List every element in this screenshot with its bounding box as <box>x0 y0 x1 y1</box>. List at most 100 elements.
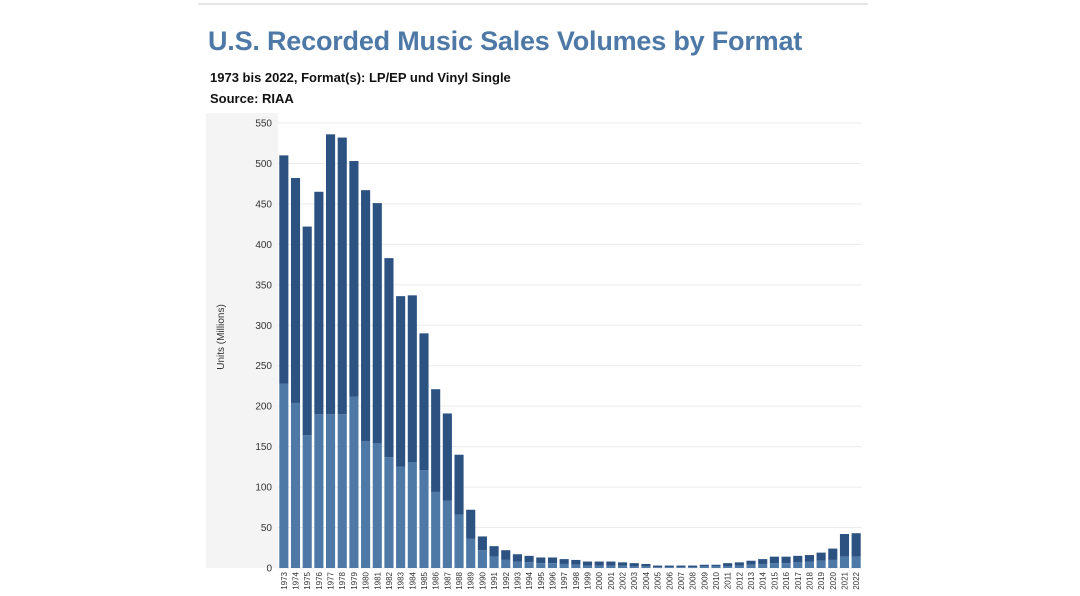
bar-segment <box>851 533 861 557</box>
bar-segment <box>711 564 721 567</box>
bar-segment <box>372 443 382 568</box>
bar-segment <box>384 457 394 568</box>
bar-segment <box>571 559 581 565</box>
x-tick-label: 2012 <box>735 571 744 589</box>
x-tick-label: 1985 <box>420 571 429 589</box>
x-tick-label: 1975 <box>303 571 312 589</box>
x-tick-label: 1999 <box>584 571 593 589</box>
bar-segment <box>512 561 522 568</box>
y-axis: 0 50 100 150 200 250 300 350 400 450 500 550 <box>255 119 272 575</box>
top-divider <box>198 3 868 5</box>
bar-segment <box>594 561 604 566</box>
bar-segment <box>442 413 452 501</box>
bar-segment <box>489 546 499 557</box>
bar-segment <box>290 178 301 403</box>
x-tick-label: 2018 <box>805 571 814 589</box>
y-tick-label: 550 <box>255 119 272 130</box>
bar-segment <box>279 383 289 568</box>
bar-segment <box>734 562 744 566</box>
x-tick-label: 1973 <box>280 571 289 589</box>
bar-segment <box>524 562 534 568</box>
bar-segment <box>466 538 476 568</box>
bar-segment <box>641 566 651 568</box>
x-tick-label: 1989 <box>467 571 476 589</box>
bar-segment <box>676 565 686 568</box>
y-tick-label: 0 <box>266 564 272 575</box>
y-tick-label: 400 <box>255 240 272 251</box>
bar-segment <box>302 226 312 436</box>
bar-segment <box>618 562 628 566</box>
bar-segment <box>314 414 324 568</box>
x-tick-label: 2022 <box>852 571 861 589</box>
x-tick-label: 1981 <box>373 571 382 589</box>
y-tick-label: 100 <box>255 483 272 494</box>
bar-segment <box>676 567 686 568</box>
x-tick-label: 2011 <box>724 571 733 589</box>
bar-segment <box>618 565 628 568</box>
chart-subtitle: 1973 bis 2022, Format(s): LP/EP und Viny… <box>210 70 511 85</box>
bar-segment <box>372 203 382 444</box>
x-tick-label: 2004 <box>642 571 651 589</box>
x-tick-label: 1980 <box>362 571 371 589</box>
bar-segment <box>699 564 709 567</box>
bar-segment <box>793 562 803 568</box>
y-axis-label: Units (Millions) <box>216 304 227 370</box>
bar-segment <box>290 402 301 568</box>
bar-segment <box>582 561 593 566</box>
bar-segment <box>688 565 698 568</box>
x-tick-label: 1982 <box>385 571 394 589</box>
plot-background-band <box>206 113 278 568</box>
x-axis: 1973 1974 1975 1976 1977 1978 1979 1980 1981 1982… <box>280 571 861 589</box>
bar-segment <box>793 555 803 563</box>
bar-segment <box>454 454 464 515</box>
bar-segment <box>606 565 616 568</box>
bar-segment <box>851 556 861 568</box>
bars <box>279 134 861 568</box>
bar-segment <box>396 296 406 467</box>
x-tick-label: 1995 <box>537 571 546 589</box>
bar-segment <box>769 556 779 564</box>
y-tick-label: 300 <box>255 321 272 332</box>
bar-segment <box>477 536 487 551</box>
bar-segment <box>279 155 289 384</box>
bar-segment <box>629 566 639 568</box>
x-tick-label: 2005 <box>654 571 663 589</box>
x-tick-label: 1994 <box>525 571 534 589</box>
bar-segment <box>349 161 359 397</box>
bar-segment <box>571 564 581 568</box>
bar-segment <box>361 190 371 441</box>
x-tick-label: 2013 <box>747 571 756 589</box>
x-tick-label: 1998 <box>572 571 581 589</box>
x-tick-label: 1988 <box>455 571 464 589</box>
bar-segment <box>641 563 651 567</box>
bar-segment <box>769 563 779 568</box>
bar-segment <box>758 563 768 568</box>
x-tick-label: 1978 <box>338 571 347 589</box>
bar-segment <box>477 550 487 568</box>
x-tick-label: 1977 <box>327 571 336 589</box>
bar-segment <box>489 556 499 568</box>
bar-segment <box>758 559 768 564</box>
bar-segment <box>606 561 616 566</box>
x-tick-label: 2003 <box>630 571 639 589</box>
bar-segment <box>828 548 838 560</box>
bar-segment <box>816 560 826 568</box>
bar-segment <box>723 566 733 568</box>
x-tick-label: 2017 <box>794 571 803 589</box>
bar-segment <box>804 561 814 568</box>
x-tick-label: 2006 <box>665 571 674 589</box>
bar-segment <box>629 563 639 567</box>
x-tick-label: 1984 <box>408 571 417 589</box>
bar-segment <box>431 389 441 492</box>
bar-segment <box>454 514 464 568</box>
bar-segment <box>594 565 604 568</box>
bar-segment <box>501 550 511 560</box>
bar-segment <box>384 258 394 458</box>
x-tick-label: 1986 <box>432 571 441 589</box>
bar-segment <box>431 491 441 568</box>
chart-area: 0 50 100 150 200 250 300 350 400 450 500 550 1973 19… <box>200 110 880 596</box>
bar-segment <box>349 396 359 568</box>
x-tick-label: 2015 <box>770 571 779 589</box>
x-tick-label: 2007 <box>677 571 686 589</box>
